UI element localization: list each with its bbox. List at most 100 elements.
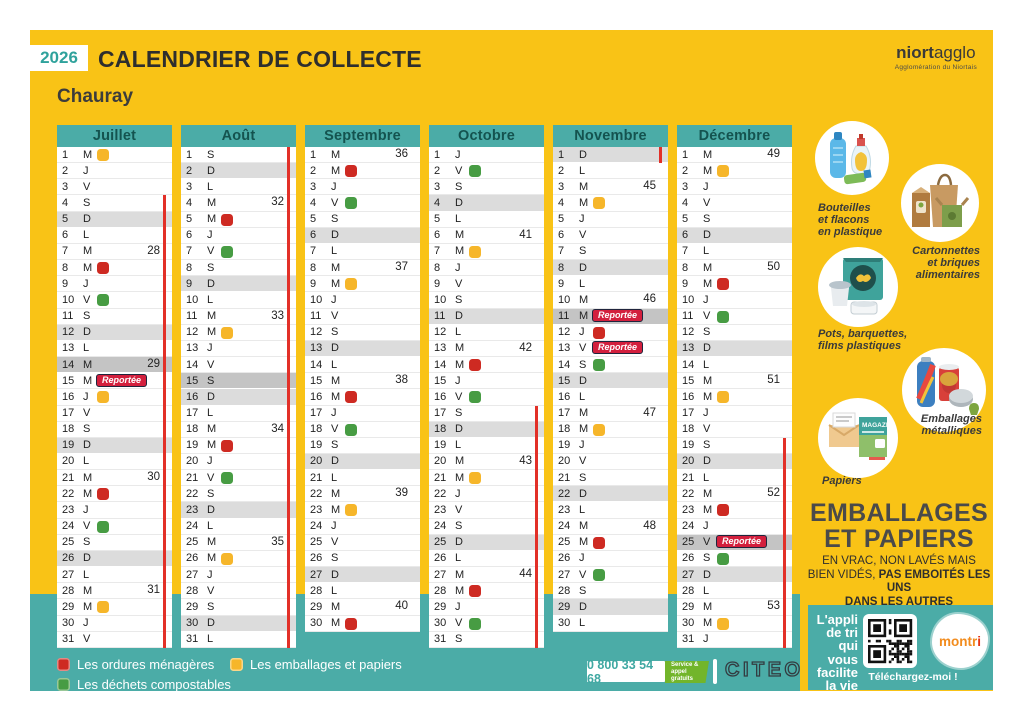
marker-emballages-papiers <box>469 245 481 258</box>
day-number: 17 <box>682 407 695 419</box>
day-letter: J <box>455 374 461 387</box>
day-letter: L <box>207 407 214 419</box>
day-number: 27 <box>434 568 447 581</box>
legend-item: Les emballages et papiers <box>230 657 402 672</box>
day-letter: S <box>207 600 215 613</box>
legend-label: Les ordures ménagères <box>77 657 215 672</box>
day-letter: V <box>331 310 339 323</box>
week-number: 41 <box>519 228 532 241</box>
day-row: 1 M 49 <box>677 147 792 164</box>
day-number: 13 <box>62 342 75 355</box>
day-letter: M <box>207 326 217 339</box>
day-row: 22 J <box>429 486 544 503</box>
day-row: 3 M 45 <box>553 179 668 196</box>
day-row: 23 M <box>677 502 792 519</box>
day-number: 5 <box>434 213 441 226</box>
day-row: 7 M 28 <box>57 243 172 261</box>
sunday-row: 13 D <box>305 340 420 358</box>
day-letter: S <box>331 439 339 452</box>
day-row: 15 M 38 <box>305 373 420 390</box>
day-letter: M <box>83 600 93 613</box>
marker-dechets-compostables <box>469 391 481 404</box>
day-letter: L <box>455 552 462 565</box>
day-row: 25 M <box>553 534 668 551</box>
day-letter: M <box>83 374 93 387</box>
day-number: 23 <box>434 503 447 516</box>
day-number: 9 <box>434 277 441 290</box>
day-letter: V <box>83 520 91 533</box>
day-number: 23 <box>310 503 323 516</box>
day-row: 6 M 41 <box>429 227 544 244</box>
badge-reportee: Reportée <box>592 341 644 355</box>
week-number: 47 <box>643 406 656 419</box>
day-number: 16 <box>62 390 75 403</box>
day-letter: M <box>455 455 465 468</box>
marker-ordures-menageres <box>717 278 729 291</box>
day-letter: D <box>207 277 215 290</box>
day-number: 28 <box>682 584 695 597</box>
marker-dechets-compostables <box>221 245 233 258</box>
day-number: 22 <box>434 487 447 500</box>
day-number: 18 <box>682 423 695 436</box>
day-letter: S <box>455 180 463 193</box>
month-days: 1 J 2 V 3 S 4 D 5 L 6 M 41 7 M 8 J 9 V 10 S 11 D 12 L 13 M 42 14 M 15 J… <box>429 147 544 648</box>
day-letter: M <box>455 245 465 258</box>
day-number: 23 <box>682 503 695 516</box>
commune-name: Chauray <box>57 86 134 107</box>
marker-ordures-menageres <box>221 439 233 452</box>
day-letter: M <box>331 617 341 630</box>
day-number: 15 <box>558 374 571 387</box>
sunday-row: 15 D <box>553 373 668 390</box>
day-number: 7 <box>186 245 193 258</box>
day-letter: M <box>703 390 713 403</box>
day-row: 27 J <box>181 567 296 584</box>
day-number: 29 <box>682 600 695 613</box>
day-row: 16 M <box>677 389 792 406</box>
day-number: 20 <box>558 455 571 468</box>
day-letter: L <box>83 568 90 581</box>
metal-cans-illustration <box>916 357 979 415</box>
day-letter: M <box>83 471 93 484</box>
day-letter: M <box>331 390 341 403</box>
day-letter: J <box>703 180 709 193</box>
day-letter: J <box>331 180 337 193</box>
pots-films-illustration <box>829 258 883 315</box>
day-row: 17 M 47 <box>553 405 668 422</box>
day-number: 15 <box>186 374 199 387</box>
day-letter: S <box>207 261 215 274</box>
day-number: 21 <box>682 471 695 484</box>
sunday-row: 23 D <box>181 502 296 519</box>
day-letter: D <box>455 196 463 209</box>
week-number: 52 <box>767 487 780 500</box>
day-row: 24 M 48 <box>553 518 668 535</box>
footer-divider <box>713 659 717 684</box>
day-number: 19 <box>434 439 447 452</box>
week-number: 46 <box>643 293 656 306</box>
day-letter: S <box>455 407 463 419</box>
day-number: 1 <box>558 148 565 161</box>
day-number: 2 <box>682 164 689 177</box>
week-number: 34 <box>271 422 284 435</box>
holiday-row: 15 S <box>181 373 296 390</box>
week-number: 37 <box>395 261 408 274</box>
marker-emballages-papiers <box>345 504 357 517</box>
week-number: 50 <box>767 261 780 274</box>
day-number: 21 <box>434 471 447 484</box>
day-row: 10 J <box>677 292 792 309</box>
day-number: 24 <box>434 520 447 533</box>
day-number: 15 <box>62 374 75 387</box>
qr-code <box>863 614 917 668</box>
day-row: 17 L <box>181 405 296 422</box>
day-row: 19 M <box>181 437 296 454</box>
day-number: 16 <box>310 390 323 403</box>
day-row: 14 V <box>181 357 296 374</box>
day-row: 24 S <box>429 518 544 535</box>
day-letter: V <box>703 310 711 323</box>
day-number: 7 <box>434 245 441 258</box>
day-letter: D <box>331 568 339 581</box>
month-column: Juillet 1 M 2 J 3 V 4 S 5 D 6 L 7 M 28 8 M 9 J 10 V 11 S 12 D 13 L 1… <box>57 125 172 648</box>
marker-dechets-compostables <box>97 520 109 533</box>
day-letter: M <box>579 407 589 419</box>
